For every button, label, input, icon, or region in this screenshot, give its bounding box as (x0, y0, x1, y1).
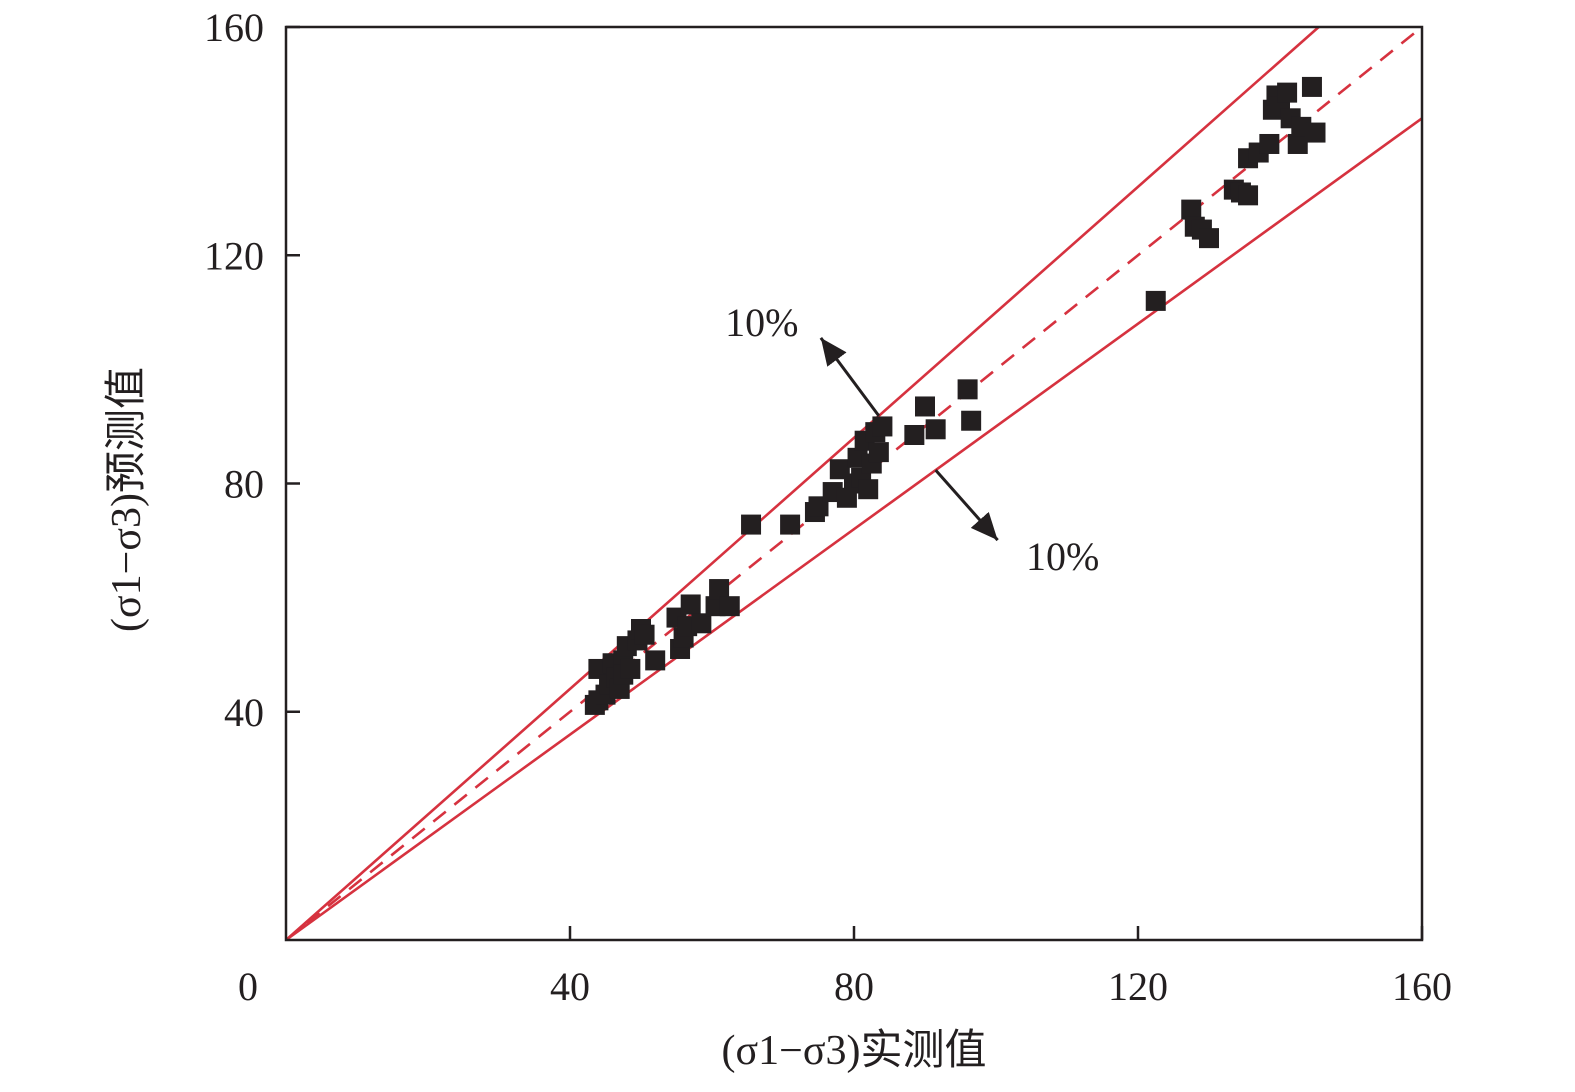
y-tick-label: 40 (224, 690, 264, 735)
upper-bound-line (285, 26, 1320, 941)
data-point (1301, 76, 1322, 97)
x-tick-label: 120 (1108, 964, 1168, 1009)
annotation-arrows (819, 336, 999, 542)
y-axis-title: (σ1−σ3)预测值 (104, 367, 150, 632)
upper-annotation-arrow (819, 336, 881, 417)
y-axis-ticks: 40 80 120 160 (204, 5, 300, 735)
y-tick-label: 160 (204, 5, 264, 50)
x-tick-label: 40 (550, 964, 590, 1009)
data-point (868, 442, 889, 463)
x-tick-label: 80 (834, 964, 874, 1009)
data-point (691, 613, 712, 634)
data-point (1145, 290, 1166, 311)
data-point (961, 410, 982, 431)
data-point (719, 596, 740, 617)
y-tick-label: 120 (204, 233, 264, 278)
origin-label: 0 (238, 964, 258, 1009)
data-point (645, 650, 666, 671)
x-tick-label: 160 (1392, 964, 1452, 1009)
data-point (858, 479, 879, 500)
data-point (1199, 228, 1219, 249)
data-point (680, 594, 701, 615)
data-point (1181, 199, 1202, 220)
data-point (1305, 122, 1326, 143)
upper-bound-annotation: 10% (725, 300, 798, 345)
data-point (620, 658, 641, 679)
data-point (634, 624, 655, 645)
x-axis-title: (σ1−σ3)实测值 (722, 1027, 987, 1074)
lower-annotation-arrow (934, 469, 999, 542)
data-point (925, 419, 946, 440)
y-tick-label: 80 (224, 462, 264, 507)
x-axis-ticks: 40 80 120 160 (550, 926, 1452, 1009)
data-point (872, 416, 893, 437)
lower-bound-annotation: 10% (1026, 534, 1099, 579)
data-point (741, 514, 762, 535)
data-point (957, 379, 978, 400)
data-points (584, 76, 1326, 715)
data-point (1287, 133, 1308, 154)
data-point (1259, 133, 1280, 154)
data-point (915, 396, 935, 417)
data-point (904, 424, 925, 445)
data-point (780, 514, 801, 535)
reference-lines (285, 25, 1423, 942)
data-point (1238, 185, 1259, 206)
lower-bound-line (285, 117, 1423, 942)
data-point (1277, 82, 1298, 103)
data-point (709, 579, 730, 600)
